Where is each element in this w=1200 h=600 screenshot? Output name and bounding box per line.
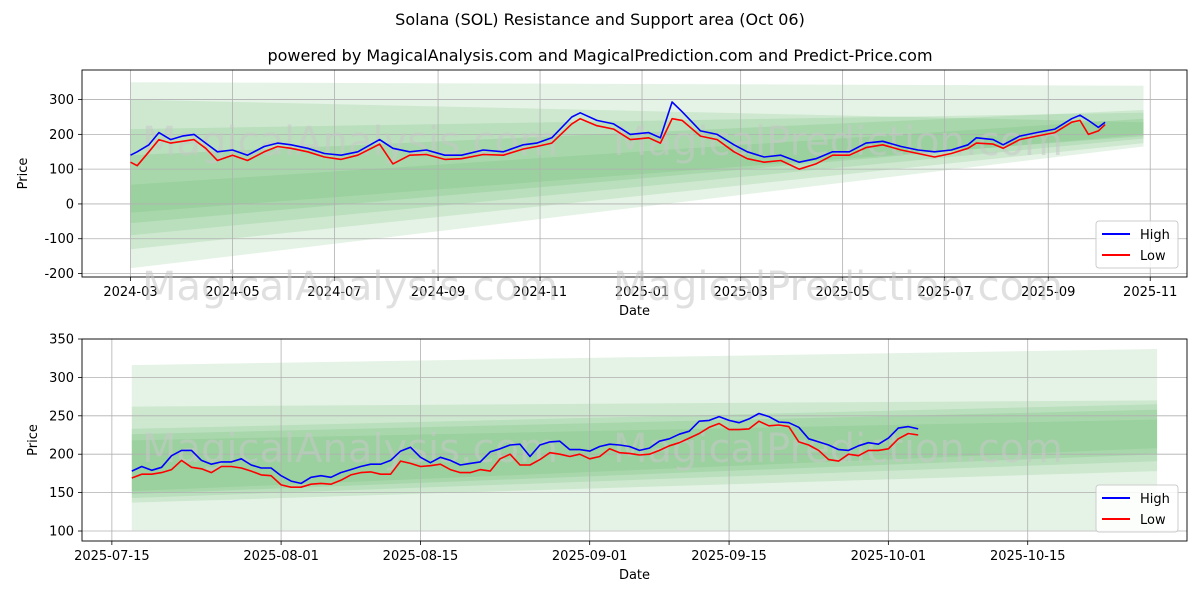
- y-tick-label: 0: [66, 197, 74, 212]
- chart-title: Solana (SOL) Resistance and Support area…: [395, 10, 805, 29]
- x-tick-label: 2025-11: [1123, 285, 1177, 300]
- y-tick-label: 350: [49, 333, 74, 348]
- x-tick-label: 2025-09-15: [691, 549, 767, 564]
- x-tick-label: 2025-08-15: [383, 549, 459, 564]
- x-tick-label: 2025-09-01: [552, 549, 628, 564]
- y-tick-label: 150: [49, 486, 74, 501]
- x-tick-label: 2025-03: [713, 285, 767, 300]
- x-tick-label: 2024-11: [513, 285, 567, 300]
- legend-label: Low: [1140, 249, 1166, 264]
- x-tick-label: 2024-05: [205, 285, 259, 300]
- legend: High Low: [1095, 484, 1179, 533]
- x-tick-label: 2025-08-01: [243, 549, 319, 564]
- y-tick-label: 300: [49, 371, 74, 386]
- series-high-line: [131, 412, 919, 485]
- x-tick-label: 2024-07: [307, 285, 361, 300]
- series-lines: [130, 101, 1106, 170]
- chart-subtitle: powered by MagicalAnalysis.com and Magic…: [267, 46, 933, 65]
- y-tick-label: -100: [44, 232, 74, 247]
- x-tick-label: 2025-05: [815, 285, 869, 300]
- x-axis-label: Date: [619, 304, 650, 319]
- y-tick-label: -200: [44, 267, 74, 282]
- band-1: [131, 349, 1158, 531]
- x-tick-label: 2025-10-01: [851, 549, 927, 564]
- support-resistance-bands: [130, 82, 1144, 269]
- axes-frame: [81, 338, 1188, 542]
- legend-label: High: [1140, 492, 1170, 507]
- band-4: [131, 409, 1158, 495]
- legend-box: [1095, 484, 1179, 533]
- band-2: [131, 400, 1158, 503]
- y-axis-label: Price: [26, 424, 41, 456]
- y-tick-label: 100: [49, 163, 74, 178]
- x-tick-label: 2024-03: [103, 285, 157, 300]
- legend: High Low: [1095, 220, 1179, 269]
- series-low-line: [131, 420, 919, 488]
- legend-label: High: [1140, 228, 1170, 243]
- watermark-text: MagicalPrediction.com: [613, 119, 1063, 165]
- x-tick-label: 2025-07-15: [74, 549, 150, 564]
- band-4: [130, 110, 1144, 213]
- y-tick-label: 200: [49, 448, 74, 463]
- x-axis-label: Date: [619, 568, 650, 583]
- chart-panel-1: 2024-03 2024-05 2024-07 2024-09 2024-11 2025-…: [16, 69, 1188, 319]
- axes-frame: [81, 69, 1188, 278]
- x-tick-label: 2025-10-15: [990, 549, 1066, 564]
- y-tick-label: 200: [49, 128, 74, 143]
- series-low-line: [130, 117, 1106, 170]
- legend-label: Low: [1140, 513, 1166, 528]
- y-axis-label: Price: [16, 158, 31, 190]
- y-tick-label: 250: [49, 409, 74, 424]
- chart-panel-2: 2025-07-15 2025-08-01 2025-08-15 2025-09-01…: [26, 333, 1188, 583]
- band-2: [130, 99, 1144, 250]
- band-5: [130, 118, 1144, 224]
- x-tick-label: 2025-09: [1021, 285, 1075, 300]
- x-tick-label: 2025-01: [615, 285, 669, 300]
- y-tick-label: 100: [49, 525, 74, 540]
- x-tick-label: 2025-07: [917, 285, 971, 300]
- y-tick-label: 300: [49, 93, 74, 108]
- band-1: [130, 82, 1144, 269]
- legend-box: [1095, 220, 1179, 269]
- watermark-text: MagicalAnalysis.com: [142, 264, 558, 310]
- series-lines: [131, 412, 919, 488]
- watermark-text: MagicalPrediction.com: [613, 264, 1063, 310]
- series-high-line: [130, 101, 1106, 163]
- x-tick-label: 2024-09: [411, 285, 465, 300]
